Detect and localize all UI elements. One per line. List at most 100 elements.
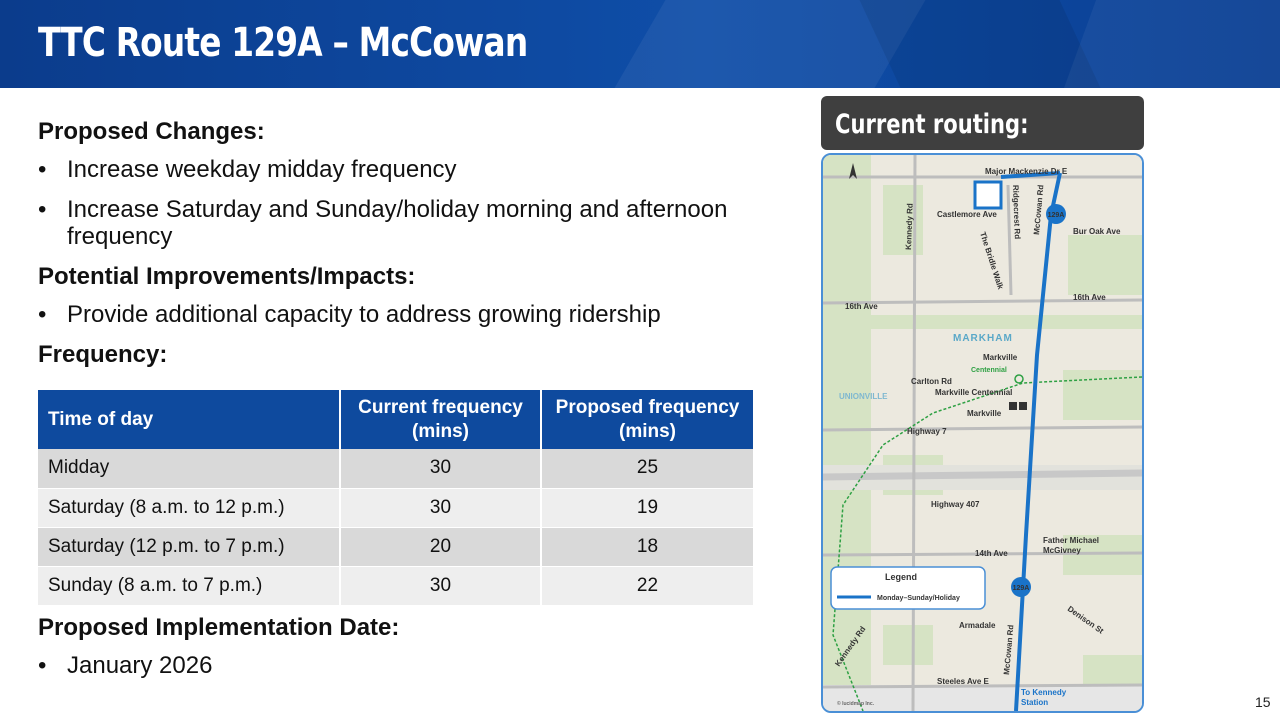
frequency-heading: Frequency: <box>38 341 168 368</box>
route-badge-icon <box>1011 577 1031 597</box>
green-space <box>883 185 923 255</box>
page-number: 15 <box>1255 694 1271 710</box>
bullet-icon: • <box>38 196 47 223</box>
green-space <box>1063 370 1142 420</box>
table-row: Sunday (8 a.m. to 7 p.m.) 30 22 <box>38 566 753 606</box>
proposed-cell: 19 <box>541 488 753 528</box>
bullet-icon: • <box>38 301 47 328</box>
proposed-cell: 25 <box>541 449 753 489</box>
place-label: McGivney <box>1043 546 1081 555</box>
street-label: Bur Oak Ave <box>1073 227 1121 236</box>
place-label: Station <box>1021 698 1048 707</box>
legend-title: Legend <box>885 572 917 582</box>
green-space <box>1068 235 1142 295</box>
proposed-changes-list: • Increase weekday midday frequency • In… <box>38 156 758 250</box>
street-label: 14th Ave <box>975 549 1008 558</box>
place-label: UNIONVILLE <box>839 392 888 401</box>
route-map-svg: 129A 129A Major Mackenzie Dr E Castlemor… <box>823 155 1142 711</box>
place-label: To Kennedy <box>1021 688 1067 697</box>
street-label: Ridgecrest Rd <box>1011 185 1022 240</box>
time-cell: Saturday (12 p.m. to 7 p.m.) <box>38 527 341 567</box>
current-cell: 30 <box>340 566 542 606</box>
street-label: Carlton Rd <box>911 377 952 386</box>
street-label: McCowan Rd <box>1032 184 1045 235</box>
list-item-text: Increase weekday midday frequency <box>67 156 457 183</box>
list-item-text: January 2026 <box>67 652 213 679</box>
street-label: Highway 7 <box>907 427 947 436</box>
proposed-changes-heading: Proposed Changes: <box>38 118 265 145</box>
place-label: Armadale <box>959 621 996 630</box>
list-item-text: Increase Saturday and Sunday/holiday mor… <box>67 196 728 250</box>
green-space <box>1063 535 1142 575</box>
proposed-cell: 22 <box>541 566 753 606</box>
route-129a-line <box>1000 171 1061 179</box>
street-label: McCowan Rd <box>1002 624 1015 675</box>
sixteenth-ave-road <box>823 298 1142 305</box>
highway-7-road <box>823 425 1142 432</box>
column-header-current: Current frequency (mins) <box>340 390 542 449</box>
green-space <box>823 155 871 711</box>
banner-facet <box>859 0 1101 88</box>
bus-terminal-icon <box>1019 402 1027 410</box>
table-row: Midday 30 25 <box>38 449 753 489</box>
steeles-road <box>823 683 1142 689</box>
place-label: Centennial <box>971 367 1007 374</box>
column-header-proposed: Proposed frequency (mins) <box>541 390 753 449</box>
list-item: • Increase weekday midday frequency <box>38 156 758 183</box>
current-cell: 20 <box>340 527 542 567</box>
parking-icon <box>1009 402 1017 410</box>
legend-item: Monday–Sunday/Holiday <box>877 595 960 602</box>
route-badge-text: 129A <box>1048 212 1065 219</box>
time-cell: Sunday (8 a.m. to 7 p.m.) <box>38 566 341 606</box>
route-badge-text: 129A <box>1013 585 1030 592</box>
slide-title: TTC Route 129A – McCowan <box>38 20 528 66</box>
implementation-heading: Proposed Implementation Date: <box>38 614 400 641</box>
time-cell: Saturday (8 a.m. to 12 p.m.) <box>38 488 341 528</box>
slide-body: Proposed Changes: • Increase weekday mid… <box>38 118 758 379</box>
fourteenth-ave-road <box>823 551 1142 557</box>
place-label: Markville <box>967 409 1002 418</box>
street-label: Castlemore Ave <box>937 210 997 219</box>
column-header-time: Time of day <box>38 390 341 449</box>
north-arrow-icon <box>849 163 857 179</box>
table-row: Saturday (12 p.m. to 7 p.m.) 20 18 <box>38 527 753 567</box>
place-label: Markville <box>983 353 1018 362</box>
go-rail-line <box>832 376 1142 711</box>
street-label: 16th Ave <box>1073 293 1106 302</box>
street-label: 16th Ave <box>845 302 878 311</box>
proposed-cell: 18 <box>541 527 753 567</box>
place-label: Father Michael <box>1043 536 1099 545</box>
improvements-heading: Potential Improvements/Impacts: <box>38 263 416 290</box>
current-routing-label: Current routing: <box>821 96 1144 150</box>
green-space <box>823 315 1142 329</box>
implementation-list: • January 2026 <box>38 652 399 679</box>
street-label: Major Mackenzie Dr E <box>985 167 1068 176</box>
current-cell: 30 <box>340 449 542 489</box>
main-roads <box>823 155 1142 711</box>
map-copyright: © lucidmap Inc. <box>837 700 875 707</box>
table-row: Saturday (8 a.m. to 12 p.m.) 30 19 <box>38 488 753 528</box>
improvements-list: • Provide additional capacity to address… <box>38 301 758 328</box>
ridgecrest-road <box>1006 184 1013 296</box>
list-item: • Increase Saturday and Sunday/holiday m… <box>38 196 758 250</box>
street-label: Kennedy Rd <box>904 203 915 250</box>
route-terminal-loop <box>973 180 1003 210</box>
list-item: • Provide additional capacity to address… <box>38 301 758 328</box>
bullet-icon: • <box>38 652 47 679</box>
steeles-band <box>823 685 1142 711</box>
place-label: MARKHAM <box>953 333 1013 344</box>
title-banner: TTC Route 129A – McCowan <box>0 0 1280 88</box>
current-cell: 30 <box>340 488 542 528</box>
implementation-section: Proposed Implementation Date: • January … <box>38 614 399 692</box>
current-routing-text: Current routing: <box>835 109 1029 140</box>
street-label: Steeles Ave E <box>937 677 990 686</box>
green-space <box>883 625 933 665</box>
street-label: Highway 407 <box>931 500 980 509</box>
kennedy-road <box>911 155 917 711</box>
highway-407-road <box>823 469 1142 481</box>
bullet-icon: • <box>38 156 47 183</box>
list-item-text: Provide additional capacity to address g… <box>67 301 661 328</box>
list-item: • January 2026 <box>38 652 399 679</box>
place-label: Markville Centennial <box>935 388 1012 397</box>
route-badge-icon <box>1046 204 1066 224</box>
